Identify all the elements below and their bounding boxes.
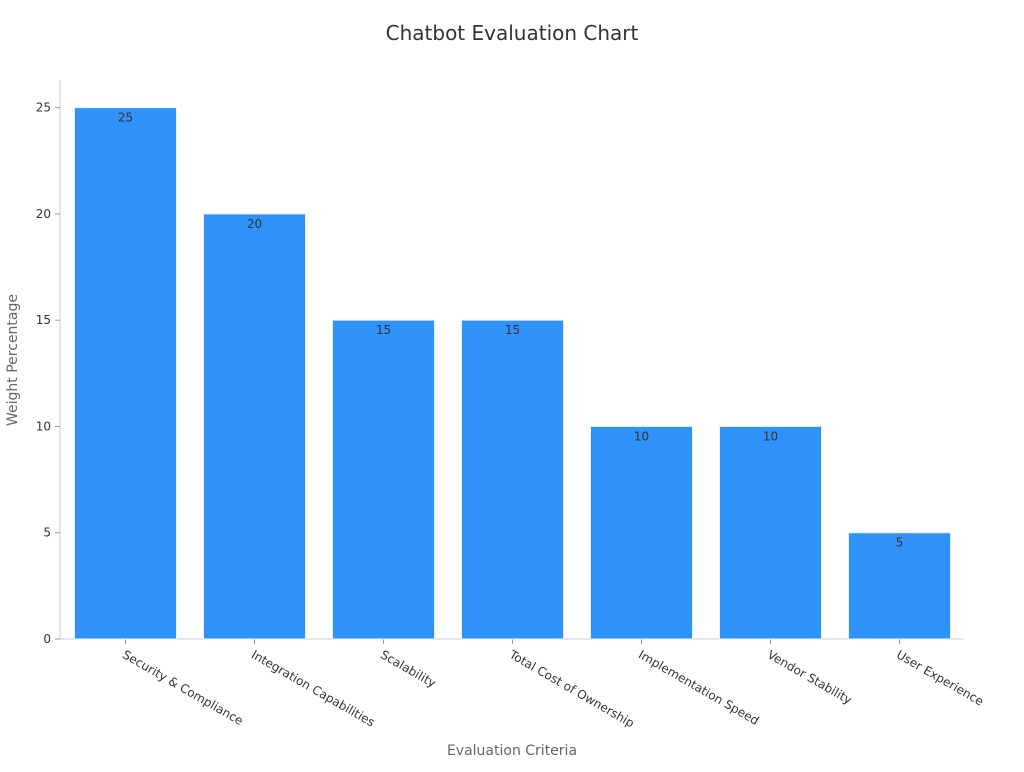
y-axis: 0 5 10 15 20 25 [36, 80, 61, 646]
bar [461, 319, 564, 640]
y-tick-label: 20 [36, 207, 51, 221]
bar [332, 319, 435, 640]
x-axis-title: Evaluation Criteria [447, 743, 577, 759]
bars [74, 107, 951, 640]
chart-title: Chatbot Evaluation Chart [386, 21, 639, 45]
bar [74, 107, 177, 640]
bar-value-label: 10 [634, 429, 649, 443]
bar [848, 532, 951, 640]
y-tick-label: 0 [43, 632, 51, 646]
y-axis-title: Weight Percentage [5, 294, 21, 426]
x-tick-label: Integration Capabilities [249, 647, 377, 729]
bar-value-label: 20 [247, 217, 262, 231]
bar-value-label: 10 [763, 429, 778, 443]
y-tick-label: 10 [36, 419, 51, 433]
y-tick-label: 15 [36, 313, 51, 327]
y-tick-label: 5 [43, 526, 51, 540]
bar-value-label: 15 [505, 323, 520, 337]
bar [590, 425, 693, 640]
x-tick-label: Total Cost of Ownership [506, 647, 637, 730]
x-axis: Security & Compliance Integration Capabil… [60, 638, 986, 730]
x-tick-label: User Experience [894, 647, 986, 708]
x-tick-label: Security & Compliance [120, 647, 246, 728]
bar-value-label: 25 [118, 111, 133, 125]
x-tick-label: Implementation Speed [636, 647, 761, 727]
y-tick-label: 25 [36, 101, 51, 115]
x-tick-label: Scalability [378, 647, 438, 690]
bar-value-label: 5 [896, 536, 904, 550]
bar-value-label: 15 [376, 323, 391, 337]
bar-data-labels: 25 20 15 15 10 10 5 [118, 111, 903, 550]
x-tick-label: Vendor Stability [765, 647, 854, 707]
bar [719, 425, 822, 640]
bar [203, 213, 306, 640]
